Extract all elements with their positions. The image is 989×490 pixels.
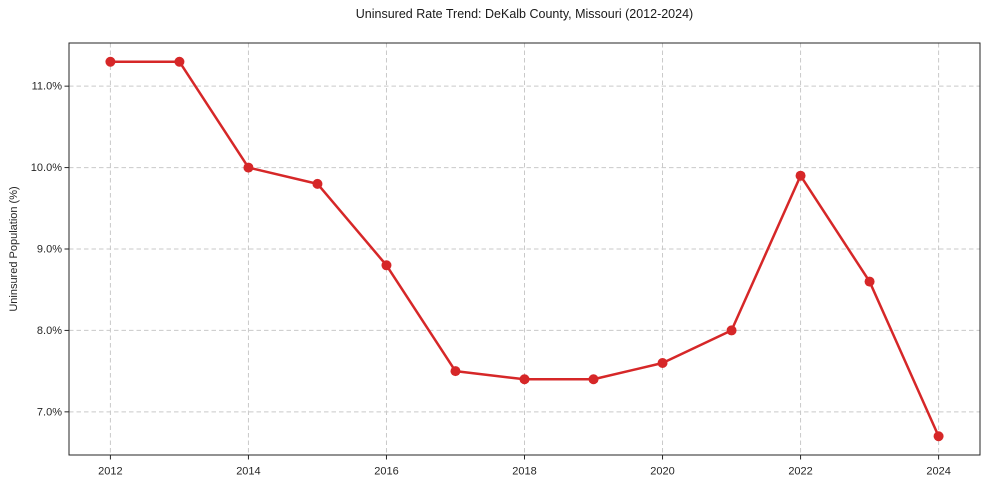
data-point-marker [588, 374, 599, 385]
y-tick-label: 8.0% [37, 325, 62, 337]
y-tick-label: 10.0% [31, 162, 62, 174]
y-tick-label: 9.0% [37, 244, 62, 256]
x-tick-label: 2022 [788, 466, 812, 478]
y-tick-label: 11.0% [32, 81, 63, 93]
data-point-marker [519, 374, 530, 385]
x-tick-label: 2018 [512, 466, 536, 478]
data-point-marker [726, 325, 737, 336]
x-tick-label: 2014 [236, 466, 260, 478]
x-tick-label: 2020 [650, 466, 674, 478]
data-point-marker [312, 178, 323, 189]
x-tick-label: 2012 [98, 466, 122, 478]
y-tick-label: 7.0% [37, 406, 62, 418]
x-tick-label: 2016 [374, 466, 398, 478]
data-point-marker [381, 260, 392, 271]
data-point-marker [795, 170, 806, 181]
data-point-marker [657, 357, 668, 368]
data-point-marker [174, 56, 185, 67]
data-point-marker [864, 276, 875, 287]
x-tick-label: 2024 [926, 466, 950, 478]
data-point-marker [243, 162, 254, 173]
data-point-marker [450, 366, 461, 377]
chart-title: Uninsured Rate Trend: DeKalb County, Mis… [355, 7, 694, 21]
data-point-marker [105, 56, 116, 67]
data-point-marker [933, 431, 944, 442]
